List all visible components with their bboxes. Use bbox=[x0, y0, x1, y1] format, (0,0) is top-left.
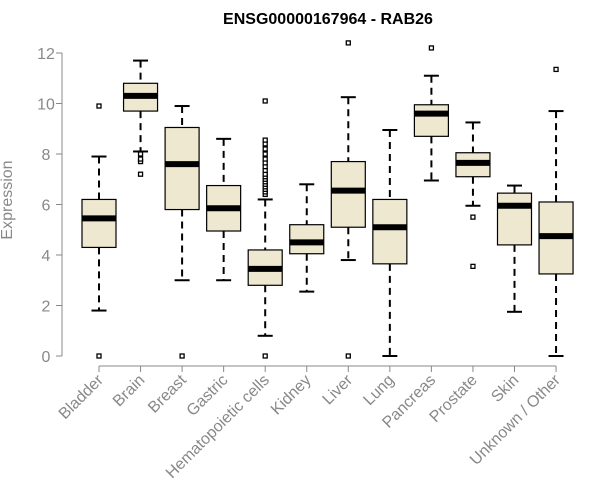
x-tick-label: Lung bbox=[360, 372, 397, 409]
y-tick-label: 2 bbox=[42, 299, 51, 316]
box-group bbox=[122, 59, 159, 177]
outlier-point bbox=[96, 353, 102, 359]
box-group bbox=[330, 40, 366, 359]
outlier-point bbox=[553, 66, 559, 73]
outlier-point bbox=[179, 353, 185, 359]
x-tick-label: Skin bbox=[488, 372, 522, 406]
box-group bbox=[164, 105, 200, 359]
outlier-point bbox=[262, 146, 268, 152]
y-axis: 0 2 4 6 8 10 12 bbox=[37, 46, 63, 366]
outlier-point bbox=[262, 151, 268, 157]
outlier-point bbox=[96, 103, 102, 109]
box-group bbox=[496, 184, 533, 313]
outlier-point bbox=[137, 156, 144, 162]
outlier-point bbox=[262, 353, 268, 359]
plot-area bbox=[81, 40, 574, 359]
outlier-point bbox=[345, 40, 351, 46]
y-tick-label: 10 bbox=[37, 97, 55, 114]
x-tick-label: Kidney bbox=[268, 372, 315, 419]
y-tick-label: 0 bbox=[42, 349, 51, 366]
outlier-point bbox=[345, 353, 351, 359]
outlier-point bbox=[470, 263, 476, 270]
outlier-point bbox=[137, 151, 144, 157]
y-tick-label: 6 bbox=[42, 198, 51, 215]
box-group bbox=[289, 183, 325, 293]
outlier-point bbox=[428, 45, 435, 51]
y-tick-label: 4 bbox=[42, 248, 51, 265]
outlier-point bbox=[262, 137, 268, 143]
x-tick-label: Bladder bbox=[56, 371, 107, 422]
box-group bbox=[247, 98, 283, 359]
box-group bbox=[372, 129, 408, 357]
box-group bbox=[81, 103, 117, 359]
y-axis-label: Expression bbox=[0, 160, 16, 239]
x-tick-label: Liver bbox=[320, 371, 357, 408]
iqr-box bbox=[372, 198, 408, 265]
outlier-point bbox=[137, 171, 144, 177]
iqr-box bbox=[330, 160, 366, 228]
outlier-point bbox=[470, 214, 476, 220]
box-group bbox=[413, 45, 449, 182]
y-tick-label: 8 bbox=[42, 147, 51, 164]
iqr-box bbox=[164, 126, 200, 211]
y-tick-label: 12 bbox=[37, 46, 55, 63]
iqr-box bbox=[496, 192, 533, 246]
box-group bbox=[206, 137, 242, 282]
outlier-point bbox=[262, 156, 268, 162]
box-group bbox=[455, 121, 491, 270]
x-tick-label: Brain bbox=[110, 372, 148, 410]
box-group bbox=[538, 66, 574, 357]
iqr-box bbox=[81, 198, 117, 249]
outlier-point bbox=[262, 98, 268, 104]
iqr-box bbox=[289, 224, 325, 255]
iqr-box bbox=[413, 104, 449, 137]
x-tick-label: Breast bbox=[145, 371, 190, 416]
chart-title: ENSG00000167964 - RAB26 bbox=[223, 11, 433, 28]
